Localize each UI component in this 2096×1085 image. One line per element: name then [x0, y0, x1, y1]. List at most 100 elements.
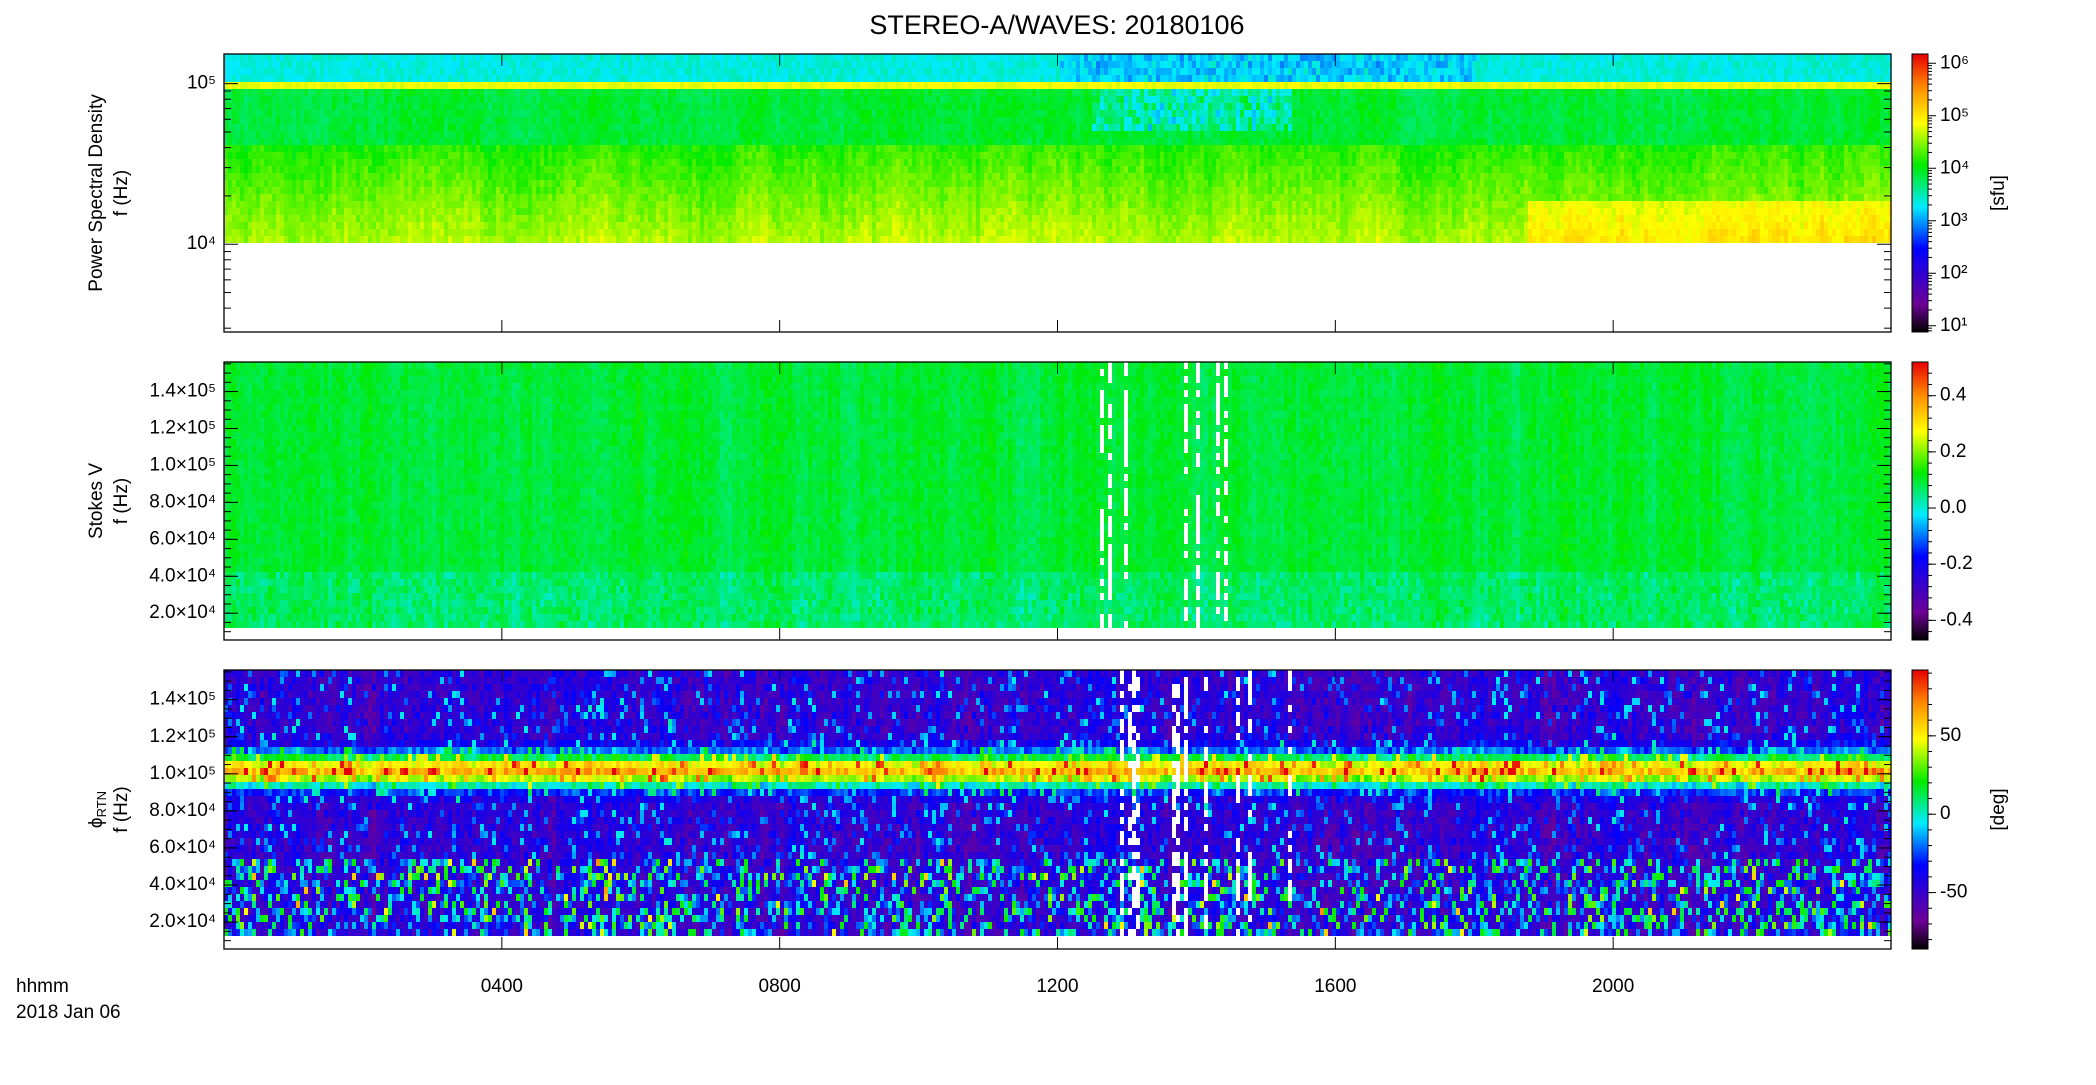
spectrogram-cell — [360, 222, 364, 229]
spectrogram-cell — [288, 229, 292, 236]
spectrogram-cell — [364, 82, 368, 89]
spectrogram-cell — [836, 103, 840, 110]
spectrogram-cell — [312, 166, 316, 173]
spectrogram-cell — [824, 131, 828, 138]
spectrogram-cell — [732, 166, 736, 173]
spectrogram-cell — [456, 166, 460, 173]
spectrogram-cell — [576, 131, 580, 138]
spectrogram-cell — [828, 152, 832, 159]
spectrogram-cell — [604, 124, 608, 131]
spectrogram-cell — [844, 180, 848, 187]
spectrogram-cell — [748, 201, 752, 208]
spectrogram-cell — [340, 68, 344, 75]
spectrogram-cell — [852, 236, 856, 243]
spectrogram-cell — [876, 159, 880, 166]
spectrogram-cell — [832, 222, 836, 229]
spectrogram-cell — [316, 201, 320, 208]
spectrogram-cell — [596, 159, 600, 166]
spectrogram-cell — [632, 131, 636, 138]
spectrogram-cell — [516, 75, 520, 82]
spectrogram-cell — [324, 229, 328, 236]
spectrogram-cell — [952, 110, 956, 117]
spectrogram-cell — [876, 145, 880, 152]
spectrogram-cell — [840, 117, 844, 124]
spectrogram-cell — [232, 222, 236, 229]
spectrogram-cell — [472, 110, 476, 117]
spectrogram-cell — [580, 110, 584, 117]
spectrogram-cell — [920, 82, 924, 89]
spectrogram-cell — [272, 152, 276, 159]
spectrogram-cell — [948, 145, 952, 152]
spectrogram-cell — [916, 117, 920, 124]
spectrogram-cell — [364, 152, 368, 159]
spectrogram-cell — [408, 166, 412, 173]
spectrogram-cell — [360, 152, 364, 159]
spectrogram-cell — [876, 131, 880, 138]
spectrogram-cell — [528, 96, 532, 103]
spectrogram-cell — [596, 96, 600, 103]
spectrogram-cell — [808, 54, 812, 61]
spectrogram-cell — [512, 180, 516, 187]
spectrogram-cell — [448, 75, 452, 82]
spectrogram-cell — [840, 75, 844, 82]
spectrogram-cell — [840, 61, 844, 68]
spectrogram-cell — [280, 75, 284, 82]
spectrogram-cell — [924, 152, 928, 159]
spectrogram-cell — [692, 110, 696, 117]
spectrogram-cell — [244, 222, 248, 229]
spectrogram-cell — [412, 54, 416, 61]
spectrogram-cell — [732, 208, 736, 215]
spectrogram-cell — [704, 173, 708, 180]
spectrogram-cell — [532, 103, 536, 110]
spectrogram-cell — [936, 145, 940, 152]
spectrogram-cell — [888, 145, 892, 152]
spectrogram-cell — [716, 236, 720, 243]
spectrogram-cell — [504, 117, 508, 124]
spectrogram-cell — [616, 222, 620, 229]
spectrogram-cell — [740, 187, 744, 194]
spectrogram-cell — [688, 152, 692, 159]
spectrogram-cell — [684, 236, 688, 243]
spectrogram-cell — [864, 215, 868, 222]
spectrogram-cell — [744, 110, 748, 117]
spectrogram-cell — [548, 82, 552, 89]
spectrogram-cell — [392, 103, 396, 110]
spectrogram-cell — [960, 222, 964, 229]
spectrogram-cell — [836, 215, 840, 222]
spectrogram-cell — [480, 75, 484, 82]
spectrogram-cell — [560, 138, 564, 145]
spectrogram-cell — [488, 180, 492, 187]
spectrogram-cell — [572, 201, 576, 208]
spectrogram-cell — [808, 103, 812, 110]
spectrogram-cell — [340, 96, 344, 103]
spectrogram-cell — [268, 236, 272, 243]
spectrogram-cell — [616, 152, 620, 159]
spectrogram-cell — [408, 61, 412, 68]
spectrogram-cell — [932, 229, 936, 236]
spectrogram-cell — [828, 96, 832, 103]
spectrogram-cell — [564, 222, 568, 229]
spectrogram-cell — [640, 82, 644, 89]
spectrogram-cell — [264, 75, 268, 82]
spectrogram-cell — [628, 173, 632, 180]
spectrogram-cell — [684, 75, 688, 82]
spectrogram-cell — [464, 208, 468, 215]
spectrogram-cell — [272, 96, 276, 103]
spectrogram-cell — [492, 208, 496, 215]
spectrogram-cell — [240, 166, 244, 173]
spectrogram-cell — [472, 96, 476, 103]
spectrogram-cell — [232, 96, 236, 103]
spectrogram-cell — [448, 110, 452, 117]
spectrogram-cell — [836, 138, 840, 145]
spectrogram-cell — [524, 180, 528, 187]
spectrogram-cell — [588, 82, 592, 89]
spectrogram-cell — [272, 82, 276, 89]
spectrogram-cell — [768, 117, 772, 124]
spectrogram-cell — [384, 145, 388, 152]
spectrogram-cell — [584, 229, 588, 236]
spectrogram-cell — [880, 194, 884, 201]
spectrogram-cell — [468, 68, 472, 75]
spectrogram-cell — [636, 173, 640, 180]
spectrogram-cell — [612, 131, 616, 138]
spectrogram-cell — [468, 103, 472, 110]
